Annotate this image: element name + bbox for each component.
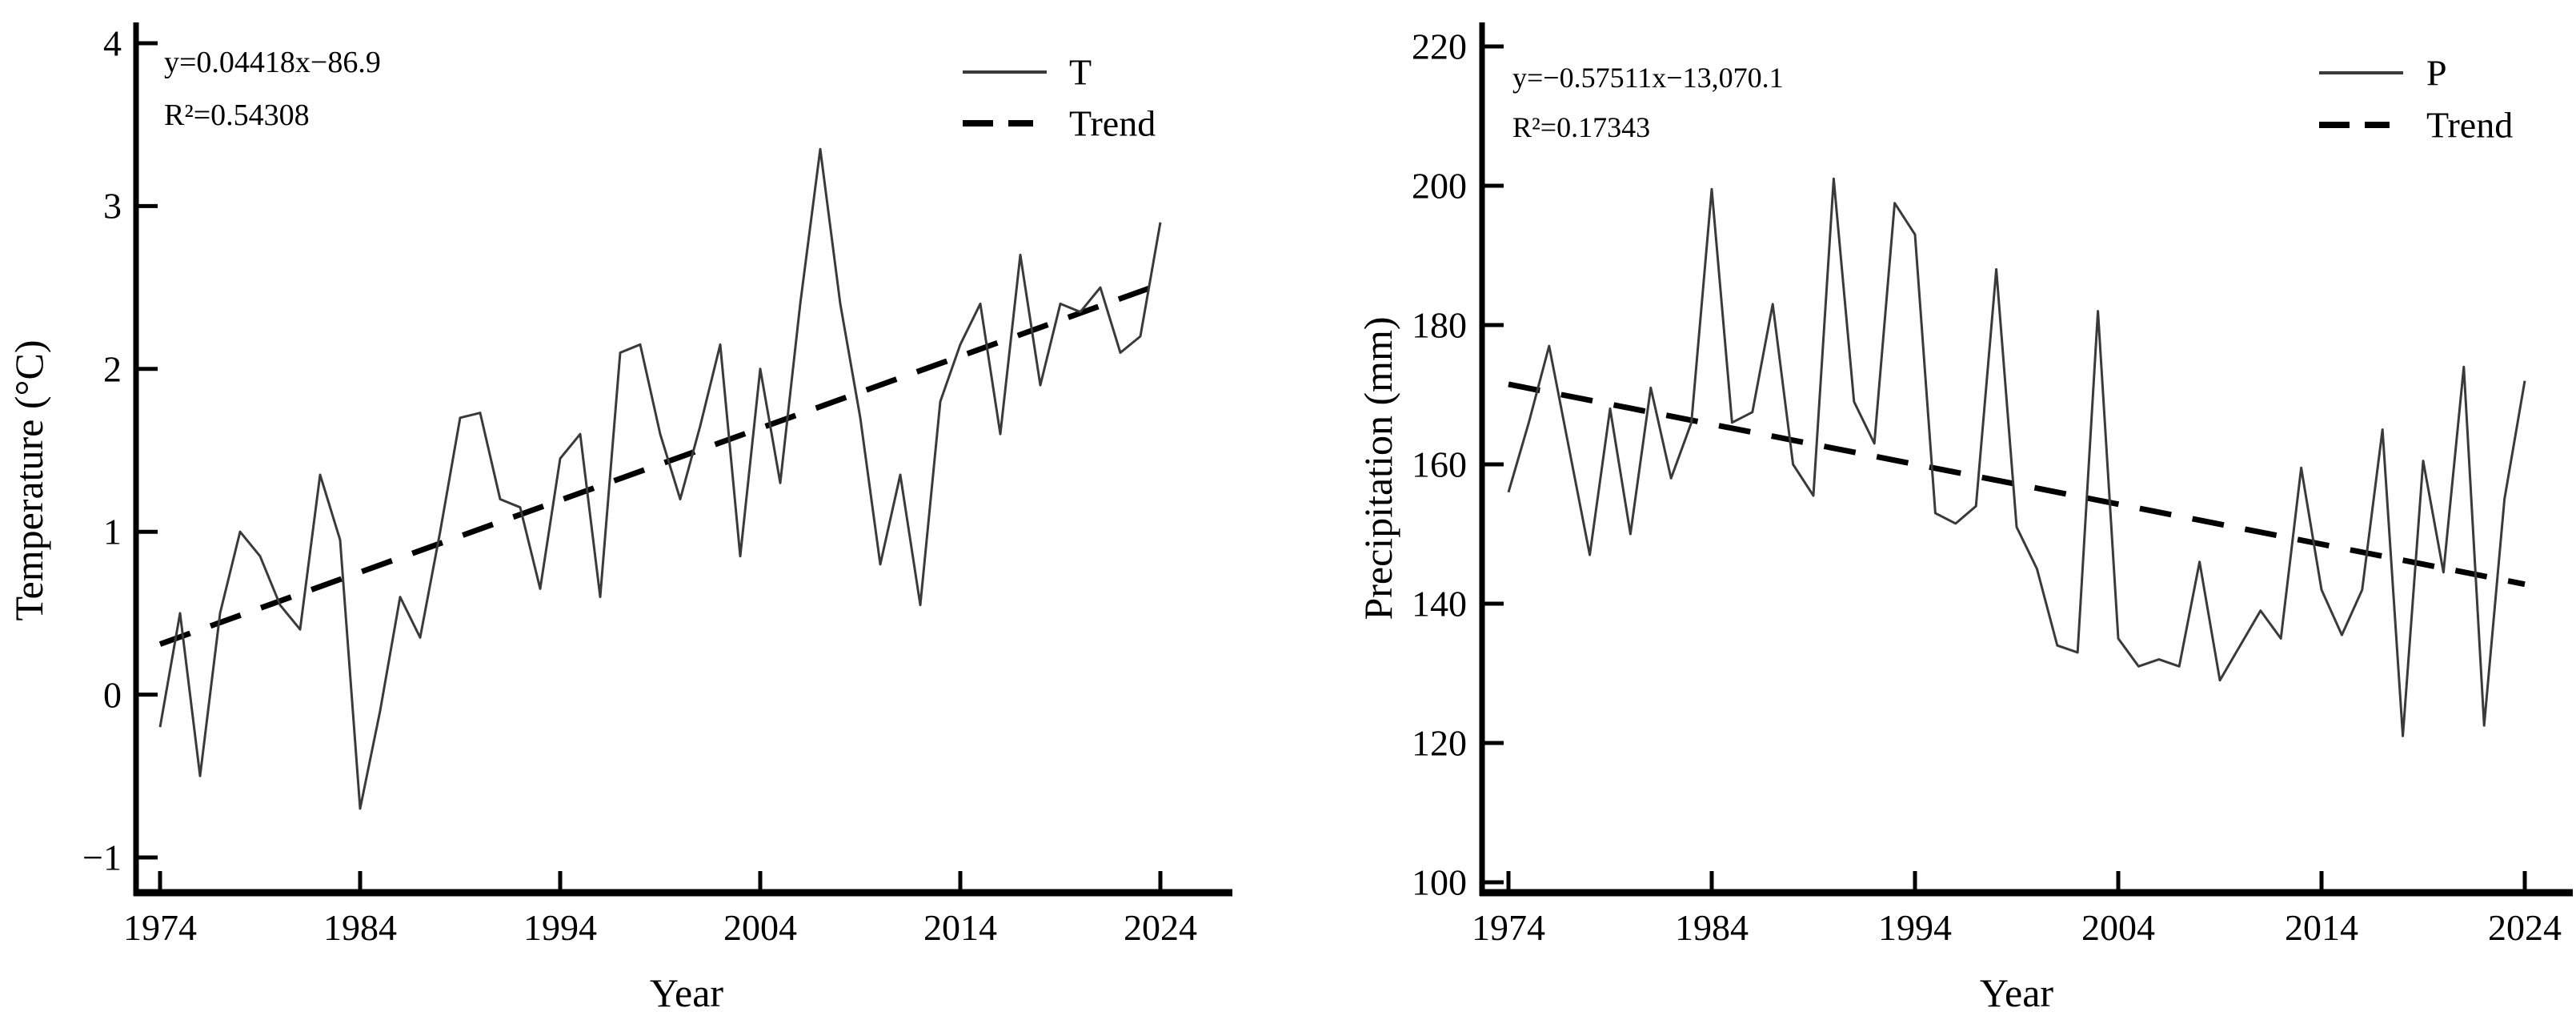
right-legend-label-P: P xyxy=(2426,52,2447,94)
left-equation: y=0.04418x−86.9 xyxy=(164,46,381,79)
left-ytick-4: 4 xyxy=(103,22,122,64)
right-ytick-200: 200 xyxy=(1412,165,1467,207)
right-xtick-2014: 2014 xyxy=(2285,907,2358,948)
left-xtick-1974: 1974 xyxy=(123,907,197,948)
right-equation: y=−0.57511x−13,070.1 xyxy=(1512,62,1784,94)
right-legend-label-trend: Trend xyxy=(2426,104,2514,146)
right-ytick-220: 220 xyxy=(1412,26,1467,67)
left-ytick-1: 1 xyxy=(103,511,122,552)
left-ytick-2: 2 xyxy=(103,348,122,390)
right-y-axis-title: Precipitation (mm) xyxy=(1356,316,1400,620)
left-ytick-neg1: −1 xyxy=(82,837,122,878)
right-xtick-2004: 2004 xyxy=(2081,907,2155,948)
left-xtick-2014: 2014 xyxy=(923,907,997,948)
right-xtick-1984: 1984 xyxy=(1675,907,1749,948)
left-legend-label-T: T xyxy=(1069,51,1092,93)
right-x-axis-title: Year xyxy=(1979,970,2054,1015)
right-ytick-180: 180 xyxy=(1412,304,1467,346)
right-ytick-100: 100 xyxy=(1412,861,1467,903)
left-y-axis-title: Temperature (°C) xyxy=(6,339,51,621)
right-series-line xyxy=(1507,177,2526,737)
left-legend-label-trend: Trend xyxy=(1069,102,1156,144)
right-ytick-160: 160 xyxy=(1412,444,1467,485)
right-xtick-2024: 2024 xyxy=(2488,907,2562,948)
left-trend-line xyxy=(158,281,1162,647)
right-xtick-1974: 1974 xyxy=(1472,907,1545,948)
right-trend-line xyxy=(1508,381,2526,588)
left-ytick-0: 0 xyxy=(103,674,122,716)
right-r-squared: R²=0.17343 xyxy=(1512,111,1651,143)
left-xtick-2024: 2024 xyxy=(1124,907,1197,948)
left-xtick-1984: 1984 xyxy=(323,907,397,948)
left-r-squared: R²=0.54308 xyxy=(164,98,310,132)
left-xtick-1994: 1994 xyxy=(523,907,597,948)
left-x-axis-title: Year xyxy=(649,970,724,1015)
left-ytick-3: 3 xyxy=(103,185,122,227)
right-xtick-1994: 1994 xyxy=(1878,907,1952,948)
left-series-line xyxy=(158,147,1162,810)
left-xtick-2004: 2004 xyxy=(723,907,797,948)
right-ytick-140: 140 xyxy=(1412,583,1467,624)
right-ytick-120: 120 xyxy=(1412,722,1467,764)
